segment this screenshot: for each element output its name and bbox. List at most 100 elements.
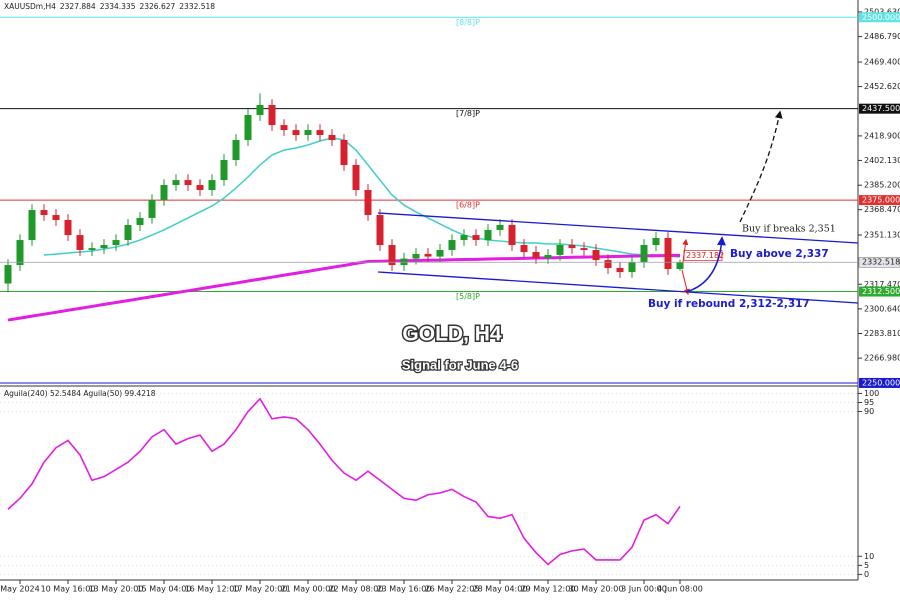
candle-body xyxy=(388,245,396,266)
candle-body xyxy=(256,105,264,115)
candle-body xyxy=(640,245,648,262)
x-tick-label: 4 Jun 08:00 xyxy=(657,585,703,594)
annotation: Buy if rebound 2,312-2,317 xyxy=(648,298,810,310)
annotations-layer: GOLD, H4 Signal for June 4-6 Buy if brea… xyxy=(4,2,859,398)
x-tick-label: 29 May 12:00 xyxy=(521,585,576,594)
candle-body xyxy=(496,224,504,230)
x-tick-label: 30 May 20:00 xyxy=(569,585,624,594)
candle-body xyxy=(316,130,324,136)
candle-body xyxy=(460,235,468,241)
ma-tag-label: 2337.182 xyxy=(686,251,724,260)
candle-body xyxy=(76,235,84,250)
candle-body xyxy=(556,245,564,255)
candle-body xyxy=(100,245,108,249)
y-tick-label: 2283.810 xyxy=(864,329,900,338)
y-tick-label: 2418.900 xyxy=(864,131,900,140)
candle-body xyxy=(16,240,24,266)
candle-body xyxy=(52,215,60,220)
arrow-breakout xyxy=(739,110,783,223)
candle-body xyxy=(580,248,588,250)
candle-body xyxy=(652,237,660,246)
candle-body xyxy=(376,215,384,246)
candle-body xyxy=(340,139,348,165)
y-tick-label: 2469.400 xyxy=(864,58,900,67)
symbol-header: XAUUSDm,H4 2327.884 2334.335 2326.627 2332.5… xyxy=(4,2,215,11)
candle-body xyxy=(88,248,96,250)
level-tag xyxy=(859,103,900,114)
candle-body xyxy=(280,125,288,131)
y-tick-label: 95 xyxy=(864,398,874,407)
level-tag-label: 2500.000 xyxy=(862,13,900,22)
candle-body xyxy=(304,130,312,136)
indicator-line xyxy=(7,397,681,566)
chart-title: GOLD, H4 xyxy=(402,323,501,346)
moving-average xyxy=(43,137,681,258)
candle-body xyxy=(40,210,48,216)
symbol: XAUUSDm,H4 xyxy=(4,2,56,11)
level-tag-label: 2375.000 xyxy=(862,196,900,205)
arrow-down-small xyxy=(681,269,690,296)
candle-body xyxy=(436,249,444,257)
annotation: Buy if breaks 2,351 xyxy=(742,224,836,235)
candle-body xyxy=(592,249,600,261)
candle-body xyxy=(352,165,360,191)
candle-body xyxy=(136,217,144,225)
candle-body xyxy=(664,237,672,270)
arrow-up-small xyxy=(682,238,689,263)
candle-body xyxy=(4,265,12,284)
candle-body xyxy=(268,105,276,126)
y-tick-label: 5 xyxy=(864,561,869,570)
channel-lower xyxy=(377,271,859,304)
candle-body xyxy=(148,199,156,218)
x-tick-label: 22 May 08:00 xyxy=(329,585,384,594)
level-name: [5/8]P xyxy=(456,292,480,301)
x-tick-label: 3 Jun 00:00 xyxy=(621,585,667,594)
x-tick-label: 17 May 20:00 xyxy=(233,585,288,594)
last-close: 2332.518 xyxy=(179,2,215,11)
candle-body xyxy=(160,185,168,200)
candle-body xyxy=(232,139,240,161)
candle-body xyxy=(532,252,540,259)
x-tick-label: May 2024 xyxy=(0,585,39,594)
annotation: Buy above 2,337 xyxy=(730,248,829,260)
y-tick-label: 2368.470 xyxy=(864,205,900,214)
y-tick-label: 2300.640 xyxy=(864,304,900,313)
level-tag-label: 2312.500 xyxy=(862,287,900,296)
x-tick-label: 10 May 16:00 xyxy=(41,585,96,594)
candle-body xyxy=(568,245,576,249)
y-tick-label: 10 xyxy=(864,552,874,561)
candle-body xyxy=(172,180,180,186)
last-high: 2334.335 xyxy=(100,2,136,11)
y-tick-label: 0 xyxy=(864,570,869,579)
x-tick-label: 26 May 22:05 xyxy=(425,585,480,594)
candle-body xyxy=(412,253,420,259)
level-tag xyxy=(859,195,900,206)
last-open: 2327.884 xyxy=(60,2,96,11)
level-tag xyxy=(859,286,900,297)
candle-body xyxy=(292,130,300,136)
candle-body xyxy=(328,135,336,140)
y-tick-label: 2402.130 xyxy=(864,156,900,165)
candle-body xyxy=(64,220,72,236)
candle-body xyxy=(400,258,408,266)
candle-body xyxy=(544,254,552,259)
y-tick-label: 2266.980 xyxy=(864,354,900,363)
y-tick-label: 2351.130 xyxy=(864,231,900,240)
indicator-title: Aguila(240) 52.5484 Aguila(50) 99.4218 xyxy=(4,389,156,398)
level-tag xyxy=(859,377,900,388)
candle-body xyxy=(28,210,36,241)
axes-frame xyxy=(0,0,859,581)
current-price-tag xyxy=(858,256,900,268)
y-tick-label: 100 xyxy=(864,389,879,398)
level-name: [8/8]P xyxy=(456,18,480,27)
moving-average xyxy=(7,253,681,322)
x-tick-label: 13 May 20:00 xyxy=(89,585,144,594)
level-name: [7/8]P xyxy=(456,109,480,118)
candle-body xyxy=(604,260,612,268)
candle-body xyxy=(508,224,516,246)
candle-body xyxy=(208,180,216,191)
channel-upper xyxy=(377,212,859,244)
last-low: 2326.627 xyxy=(139,2,175,11)
candle-body xyxy=(628,261,636,273)
